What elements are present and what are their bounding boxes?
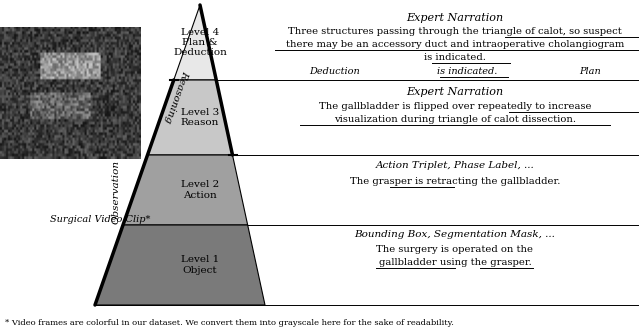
- Text: gallbladder using the grasper.: gallbladder using the grasper.: [379, 258, 531, 267]
- Text: Expert Narration: Expert Narration: [406, 13, 504, 23]
- Text: Surgical Video Clip*: Surgical Video Clip*: [50, 215, 150, 224]
- Polygon shape: [123, 155, 248, 225]
- Text: Level 4
Plan &
Deduction: Level 4 Plan & Deduction: [173, 28, 227, 57]
- Text: * Video frames are colorful in our dataset. We convert them into grayscale here : * Video frames are colorful in our datas…: [5, 319, 454, 327]
- Text: Level 1
Object: Level 1 Object: [181, 255, 219, 275]
- Text: Action Triplet, Phase Label, ...: Action Triplet, Phase Label, ...: [376, 161, 534, 170]
- Text: is indicated.: is indicated.: [424, 53, 486, 62]
- Text: Three structures passing through the triangle of calot, so suspect: Three structures passing through the tri…: [288, 27, 622, 36]
- Text: Plan: Plan: [579, 67, 601, 76]
- Text: there may be an accessory duct and intraoperative cholangiogram: there may be an accessory duct and intra…: [286, 40, 624, 49]
- Text: Observation: Observation: [112, 160, 121, 224]
- Text: visualization during triangle of calot dissection.: visualization during triangle of calot d…: [334, 115, 576, 124]
- Text: Expert Narration: Expert Narration: [406, 87, 504, 97]
- Text: Reasoning: Reasoning: [163, 68, 190, 124]
- Text: The surgery is operated on the: The surgery is operated on the: [376, 245, 534, 254]
- Text: is indicated.: is indicated.: [437, 67, 497, 76]
- Text: Bounding Box, Segmentation Mask, ...: Bounding Box, Segmentation Mask, ...: [355, 230, 556, 239]
- Polygon shape: [95, 225, 265, 305]
- Text: The gallbladder is flipped over repeatedly to increase: The gallbladder is flipped over repeated…: [319, 102, 591, 111]
- Text: The grasper is retracting the gallbladder.: The grasper is retracting the gallbladde…: [350, 177, 560, 186]
- Polygon shape: [173, 5, 216, 80]
- Text: Deduction: Deduction: [310, 67, 360, 76]
- Text: Level 2
Action: Level 2 Action: [181, 180, 219, 200]
- Polygon shape: [147, 80, 232, 155]
- Text: Level 3
Reason: Level 3 Reason: [181, 108, 219, 127]
